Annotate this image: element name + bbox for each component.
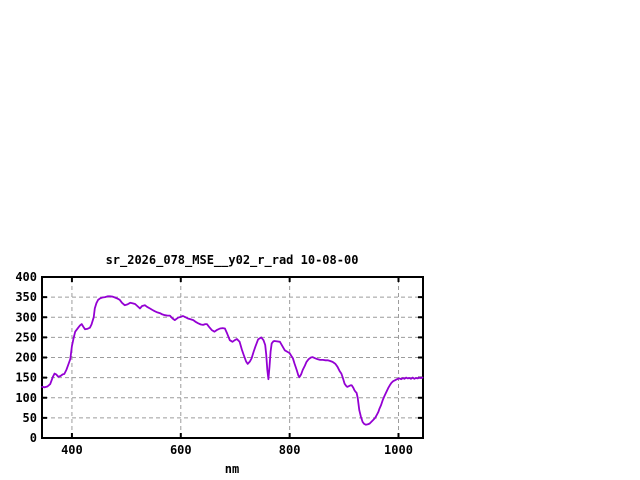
x-axis-label: nm [225, 462, 239, 476]
y-tick-label: 100 [15, 391, 37, 405]
spectrum-curve [41, 295, 424, 426]
y-tick-label: 350 [15, 290, 37, 304]
x-tick-label: 1000 [384, 443, 413, 457]
spectrum-line [41, 295, 424, 426]
chart-title: sr_2026_078_MSE__y02_r_rad 10-08-00 [106, 253, 359, 268]
y-tick-label: 400 [15, 270, 37, 284]
x-tick-label: 600 [170, 443, 192, 457]
grid-lines [44, 279, 421, 436]
y-tick-label: 300 [15, 310, 37, 324]
y-tick-label: 250 [15, 330, 37, 344]
y-tick-label: 50 [23, 411, 37, 425]
y-tick-label: 200 [15, 351, 37, 365]
axis-ticks [42, 276, 423, 439]
axis-tick-labels: 400 600 800 1000 0 50 100 150 200 250 300 350 400 [15, 270, 413, 457]
y-tick-label: 150 [15, 371, 37, 385]
x-tick-label: 800 [279, 443, 301, 457]
x-tick-label: 400 [61, 443, 83, 457]
plot-border [41, 276, 424, 439]
y-tick-label: 0 [30, 431, 37, 445]
